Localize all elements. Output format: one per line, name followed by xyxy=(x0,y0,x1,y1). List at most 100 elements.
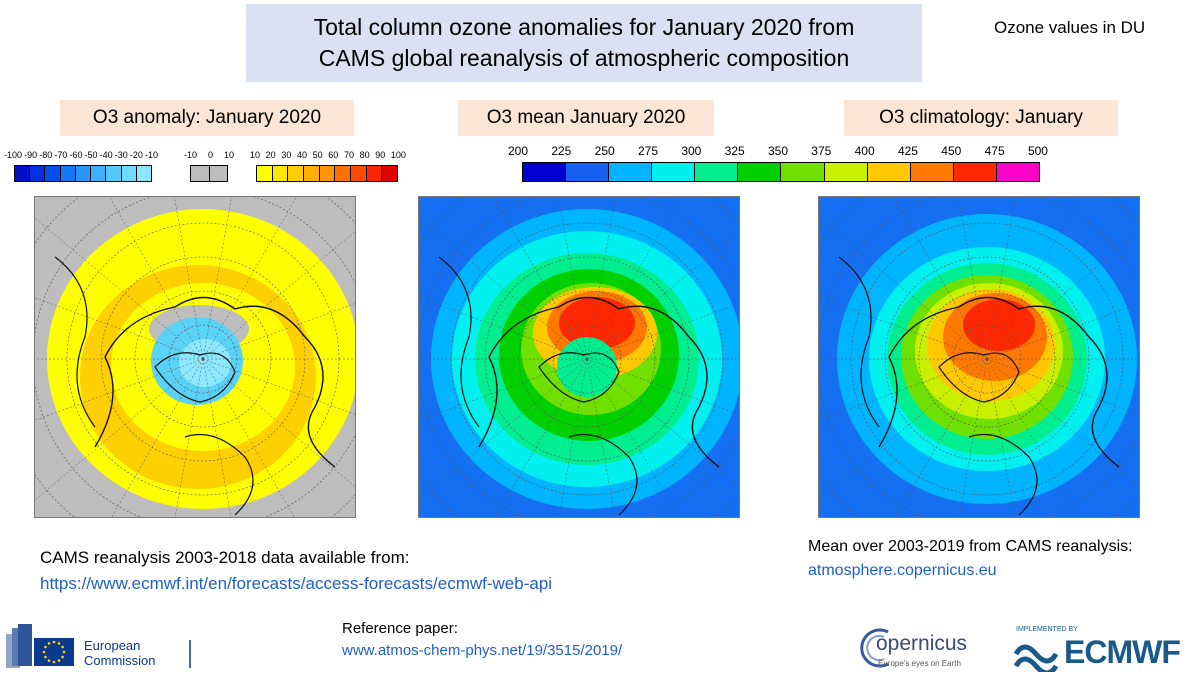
ecmwf-logo: IMPLEMENTED BY ECMWF xyxy=(1012,626,1192,672)
anomaly-meridian xyxy=(202,358,232,517)
title-line-2: CAMS global reanalysis of atmospheric co… xyxy=(318,45,850,71)
anomaly-pos-swatch xyxy=(382,166,398,181)
anomaly-pos-tick: 60 xyxy=(328,150,339,160)
anomaly-neg-swatch xyxy=(30,166,46,181)
anomaly-meridian xyxy=(111,358,204,517)
anomaly-pos-swatch xyxy=(335,166,352,181)
mean-meridian xyxy=(419,358,588,501)
du-tick: 325 xyxy=(724,144,745,158)
anomaly-scale-mid-ticks: -10 0 10 xyxy=(184,150,234,160)
copernicus-name: opernicus xyxy=(876,632,968,655)
du-swatch xyxy=(609,163,653,181)
map-climatology xyxy=(818,196,1140,518)
reference-paper-label: Reference paper: xyxy=(342,620,458,637)
anomaly-pos-swatch xyxy=(351,166,367,181)
mean-meridian xyxy=(495,358,588,517)
anomaly-meridian xyxy=(202,197,232,360)
anomaly-mid-swatch xyxy=(191,166,210,181)
du-swatch xyxy=(996,163,1039,181)
mean-period-label: Mean over 2003-2019 from CAMS reanalysis… xyxy=(808,538,1133,555)
du-swatch xyxy=(695,163,739,181)
map-mean xyxy=(418,196,740,518)
anomaly-colorbar-negative xyxy=(14,165,152,182)
climatology-meridian xyxy=(819,358,988,421)
anomaly-neg-tick: -80 xyxy=(39,150,53,160)
anomaly-neg-tick: -90 xyxy=(24,150,38,160)
anomaly-pos-tick: 80 xyxy=(359,150,370,160)
du-tick: 450 xyxy=(941,144,962,158)
anomaly-mid-tick: -10 xyxy=(184,150,198,160)
anomaly-coastline xyxy=(184,433,254,516)
anomaly-neg-swatch xyxy=(106,166,122,181)
climatology-meridian xyxy=(819,217,988,360)
anomaly-coastline xyxy=(94,296,336,468)
anomaly-meridian xyxy=(35,217,204,360)
anomaly-meridian xyxy=(174,358,204,517)
climatology-meridian xyxy=(986,358,1139,415)
climatology-meridian xyxy=(819,297,988,360)
panel-title-anomaly: O3 anomaly: January 2020 xyxy=(60,100,354,136)
du-swatch xyxy=(523,163,567,181)
du-swatch xyxy=(652,163,696,181)
anomaly-pos-tick: 30 xyxy=(281,150,292,160)
reference-paper-link[interactable]: www.atmos-chem-phys.net/19/3515/2019/ xyxy=(342,642,623,659)
copernicus-logo: opernicus Europe's eyes on Earth xyxy=(856,624,986,672)
anomaly-pos-swatch xyxy=(272,166,289,181)
copernicus-atmosphere-link[interactable]: atmosphere.copernicus.eu xyxy=(808,562,997,579)
du-tick: 350 xyxy=(767,144,788,158)
du-colorbar xyxy=(522,162,1040,182)
data-availability-label: CAMS reanalysis 2003-2018 data available… xyxy=(40,548,410,567)
du-swatch xyxy=(953,163,997,181)
anomaly-pos-swatch xyxy=(257,166,273,181)
anomaly-pos-tick: 100 xyxy=(390,150,406,160)
anomaly-pos-swatch xyxy=(366,166,383,181)
copernicus-tagline: Europe's eyes on Earth xyxy=(878,659,961,668)
anomaly-neg-tick: -70 xyxy=(54,150,68,160)
du-swatch xyxy=(738,163,782,181)
anomaly-pos-tick: 50 xyxy=(312,150,323,160)
anomaly-coastline xyxy=(54,256,96,428)
european-commission-logo: European Commission xyxy=(6,624,196,670)
du-tick: 300 xyxy=(681,144,702,158)
anomaly-mid-swatch xyxy=(209,166,227,181)
climatology-coastline xyxy=(838,256,880,428)
anomaly-neg-swatch xyxy=(121,166,137,181)
anomaly-scale-pos-ticks: 10 20 30 40 50 60 70 80 90 100 xyxy=(250,150,406,160)
mean-meridian xyxy=(586,303,739,360)
anomaly-meridian xyxy=(35,358,204,421)
anomaly-pos-tick: 40 xyxy=(296,150,307,160)
mean-coastline xyxy=(568,433,638,516)
anomaly-meridian xyxy=(202,303,355,360)
anomaly-neg-tick: -100 xyxy=(4,150,23,160)
anomaly-neg-tick: -20 xyxy=(129,150,143,160)
du-scale-ticks: 200 225 250 275 300 325 350 375 400 425 450 475 500 xyxy=(508,144,1048,158)
climatology-meridian xyxy=(986,358,1079,517)
du-swatch xyxy=(781,163,825,181)
climatology-meridian xyxy=(819,358,988,501)
du-tick: 250 xyxy=(594,144,615,158)
panel-title-mean: O3 mean January 2020 xyxy=(458,100,714,136)
anomaly-neg-tick: -10 xyxy=(144,150,158,160)
climatology-meridian xyxy=(986,303,1139,360)
anomaly-neg-swatch xyxy=(75,166,92,181)
du-tick: 425 xyxy=(897,144,918,158)
anomaly-pos-tick: 10 xyxy=(250,150,261,160)
mean-meridian xyxy=(419,358,588,421)
du-swatch xyxy=(910,163,954,181)
title-line-1: Total column ozone anomalies for January… xyxy=(313,14,855,40)
climatology-field-band xyxy=(963,299,1035,351)
anomaly-neg-swatch xyxy=(45,166,61,181)
units-note: Ozone values in DU xyxy=(994,18,1146,37)
anomaly-meridian xyxy=(174,197,204,360)
du-swatch xyxy=(824,163,868,181)
anomaly-meridian xyxy=(202,358,355,415)
du-tick: 275 xyxy=(637,144,659,158)
du-swatch xyxy=(867,163,911,181)
mean-meridian xyxy=(586,358,739,415)
climatology-coastline xyxy=(968,433,1038,516)
panel-title-climatology: O3 climatology: January xyxy=(844,100,1118,136)
du-tick: 475 xyxy=(984,144,1005,158)
anomaly-neg-tick: -40 xyxy=(99,150,113,160)
anomaly-pos-tick: 90 xyxy=(375,150,386,160)
ecmwf-web-api-link[interactable]: https://www.ecmwf.int/en/forecasts/acces… xyxy=(40,574,553,593)
